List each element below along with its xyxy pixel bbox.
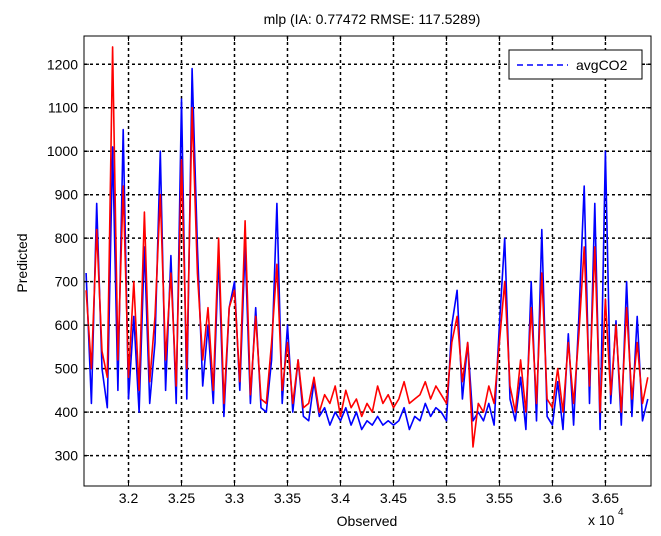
x-exponent-label: x 10	[588, 512, 615, 528]
x-axis-label: Observed	[337, 513, 398, 529]
x-tick-label: 3.5	[437, 490, 457, 506]
plot-frame	[83, 35, 652, 487]
y-tick-label: 1200	[47, 56, 78, 72]
y-tick-label: 700	[55, 274, 79, 290]
x-tick-label: 3.3	[225, 490, 245, 506]
x-tick-label: 3.25	[168, 490, 195, 506]
series-line-series-1	[85, 46, 649, 448]
x-tick-label: 3.35	[274, 490, 301, 506]
y-tick-label: 600	[55, 317, 79, 333]
y-tick-label: 900	[55, 187, 79, 203]
y-tick-label: 800	[55, 230, 79, 246]
x-tick-label: 3.45	[380, 490, 407, 506]
plot-area	[84, 36, 651, 486]
y-tick-label: 400	[55, 404, 79, 420]
x-ticks: 3.2 3.25 3.3 3.35 3.4 3.45 3.5 3.55 3.6 3.65	[119, 36, 619, 506]
x-tick-label: 3.55	[486, 490, 513, 506]
x-tick-label: 3.65	[592, 490, 619, 506]
y-tick-label: 1100	[48, 100, 78, 116]
chart-title: mlp (IA: 0.77472 RMSE: 117.5289)	[264, 11, 481, 27]
x-tick-label: 3.2	[119, 490, 139, 506]
y-tick-label: 300	[55, 448, 79, 464]
x-tick-label: 3.6	[543, 490, 563, 506]
y-ticks: 300 400 500 600 700 800 900 1000 1100 1200	[47, 56, 651, 464]
y-tick-label: 500	[55, 361, 79, 377]
legend: avgCO2	[508, 49, 643, 80]
legend-label-avgCO2: avgCO2	[576, 57, 628, 73]
x-exponent-power: 4	[618, 507, 624, 518]
y-tick-label: 1000	[47, 143, 78, 159]
grid-lines	[84, 36, 651, 486]
x-tick-label: 3.4	[331, 490, 351, 506]
y-axis-label: Predicted	[14, 233, 30, 292]
data-series	[85, 46, 649, 448]
series-line-avgCO2	[85, 67, 649, 431]
